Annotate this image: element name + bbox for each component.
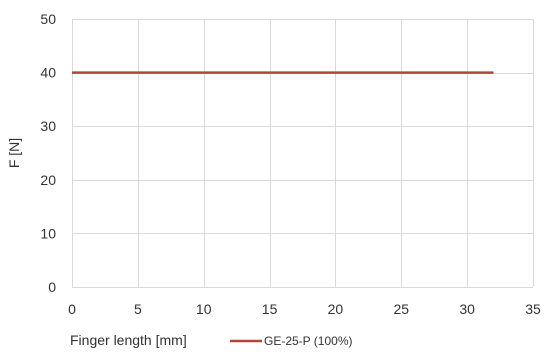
x-tick-label: 5	[134, 301, 142, 317]
y-tick-label: 10	[40, 225, 56, 241]
x-tick-label: 25	[393, 301, 409, 317]
x-axis-ticks: 0 5 10 15 20 25 30 35	[68, 301, 541, 317]
grid	[72, 19, 534, 288]
legend-label: GE-25-P (100%)	[264, 334, 352, 348]
y-tick-label: 40	[40, 65, 56, 81]
x-tick-label: 0	[68, 301, 76, 317]
x-axis-title: Finger length [mm]	[70, 332, 187, 348]
y-tick-label: 50	[40, 11, 56, 27]
x-tick-label: 10	[196, 301, 212, 317]
x-tick-label: 35	[525, 301, 541, 317]
y-tick-label: 0	[48, 279, 56, 295]
y-axis-title: F [N]	[6, 138, 22, 168]
y-tick-label: 20	[40, 172, 56, 188]
x-tick-label: 15	[262, 301, 278, 317]
y-axis-ticks: 0 10 20 30 40 50	[40, 11, 56, 295]
legend: GE-25-P (100%)	[230, 334, 352, 348]
x-tick-label: 30	[459, 301, 475, 317]
x-tick-label: 20	[328, 301, 344, 317]
y-tick-label: 30	[40, 118, 56, 134]
